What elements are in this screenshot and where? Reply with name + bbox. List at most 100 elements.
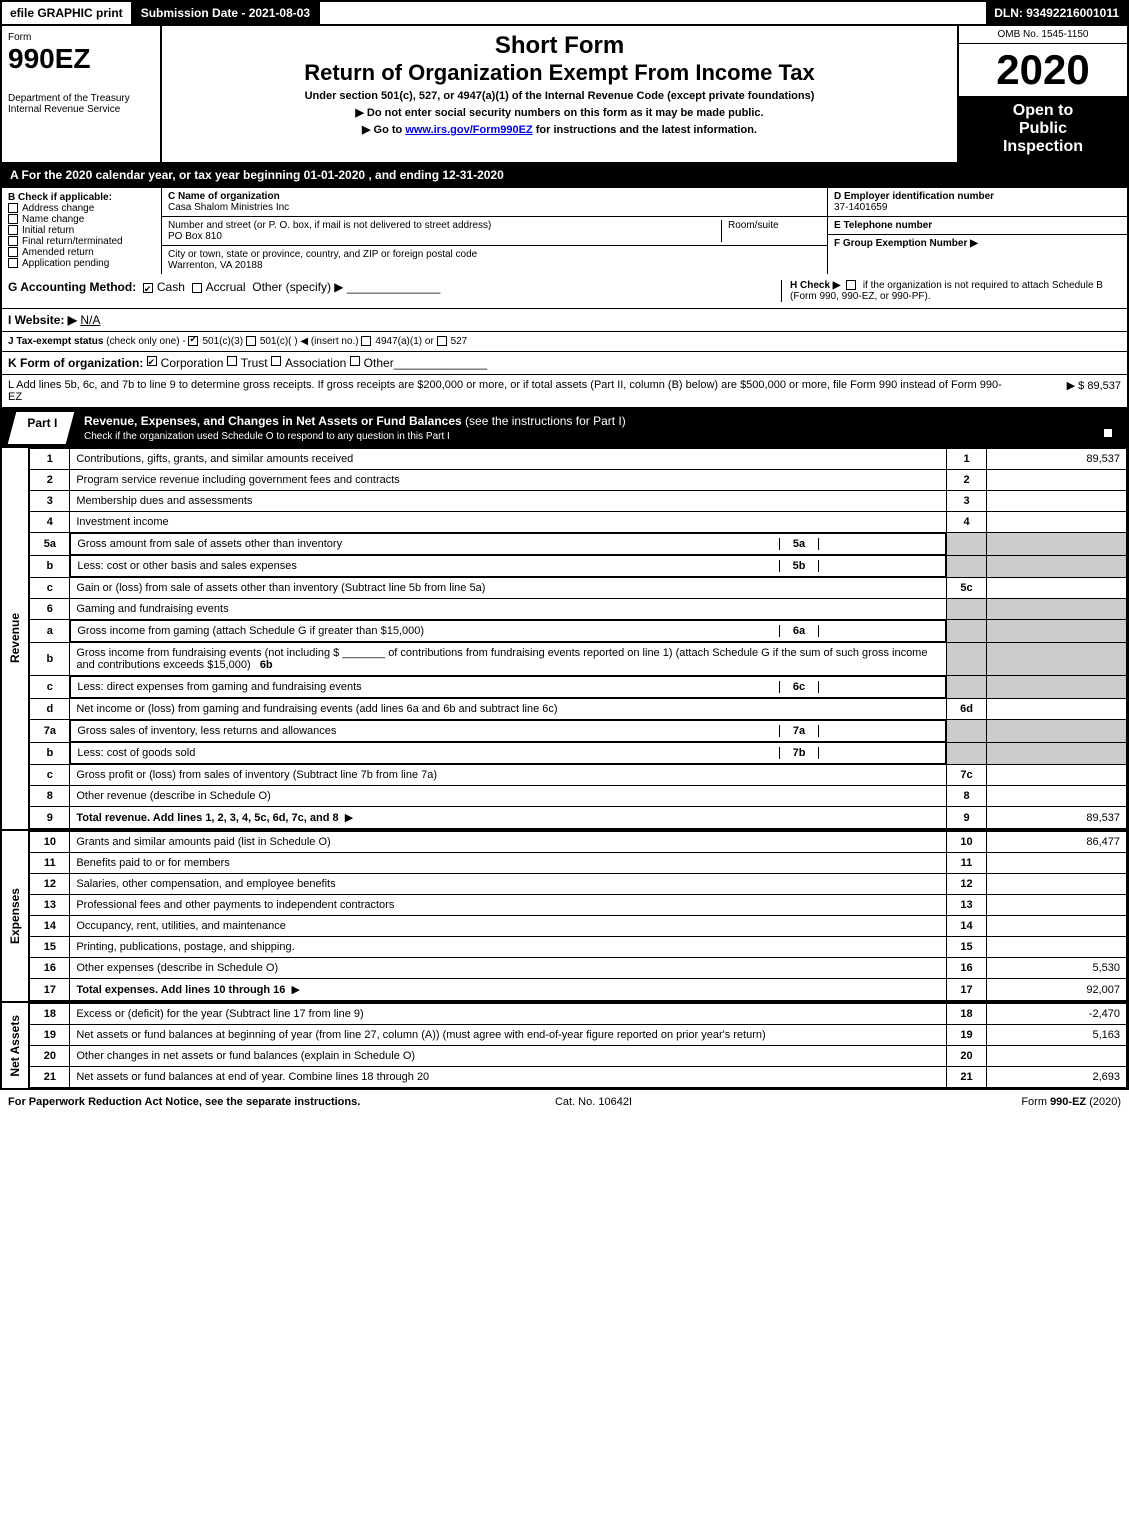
line-11-text: Benefits paid to or for members bbox=[70, 853, 947, 874]
efile-print-button[interactable]: efile GRAPHIC print bbox=[2, 2, 133, 24]
cb-address-change[interactable] bbox=[8, 203, 18, 213]
line-7a-midbox: 7a bbox=[779, 725, 819, 737]
line-6a-num: a bbox=[30, 620, 70, 643]
line-6c-midbox: 6c bbox=[779, 681, 819, 693]
part-i-label: Part I bbox=[27, 416, 57, 430]
part-i-title: Revenue, Expenses, and Changes in Net As… bbox=[84, 414, 462, 428]
box-d-label: D Employer identification number bbox=[834, 191, 1121, 202]
line-11-num: 11 bbox=[30, 853, 70, 874]
cb-name-change-label: Name change bbox=[22, 214, 84, 225]
line-8-text: Other revenue (describe in Schedule O) bbox=[70, 786, 947, 807]
cb-501c-label: 501(c)( ) ◀ (insert no.) bbox=[260, 336, 359, 347]
line-10-box: 10 bbox=[947, 832, 987, 853]
line-7b-midbox: 7b bbox=[779, 747, 819, 759]
line-6-num: 6 bbox=[30, 599, 70, 620]
cb-final-return[interactable] bbox=[8, 236, 18, 246]
line-3-box: 3 bbox=[947, 491, 987, 512]
form-title-short: Short Form bbox=[172, 32, 947, 60]
line-6d-box: 6d bbox=[947, 699, 987, 720]
line-19-num: 19 bbox=[30, 1025, 70, 1046]
cb-trust[interactable] bbox=[227, 356, 237, 366]
cb-association[interactable] bbox=[271, 356, 281, 366]
footer-left: For Paperwork Reduction Act Notice, see … bbox=[8, 1096, 360, 1108]
open-to: Open to bbox=[965, 102, 1121, 120]
line-1-amt: 89,537 bbox=[987, 449, 1127, 470]
line-9-text: Total revenue. Add lines 1, 2, 3, 4, 5c,… bbox=[76, 812, 338, 824]
line-5b-num: b bbox=[30, 555, 70, 578]
line-8-box: 8 bbox=[947, 786, 987, 807]
line-12-amt bbox=[987, 874, 1127, 895]
cb-4947-label: 4947(a)(1) or bbox=[375, 336, 433, 347]
tax-year: 2020 bbox=[959, 44, 1127, 96]
goto-suffix: for instructions and the latest informat… bbox=[536, 124, 757, 136]
cb-501c[interactable] bbox=[246, 336, 256, 346]
line-6a-midbox: 6a bbox=[779, 625, 819, 637]
line-3-num: 3 bbox=[30, 491, 70, 512]
row-l-text: L Add lines 5b, 6c, and 7b to line 9 to … bbox=[8, 379, 1011, 403]
row-g-label: G Accounting Method: bbox=[8, 280, 136, 294]
other-specify: Other (specify) ▶ bbox=[252, 280, 343, 294]
line-13-num: 13 bbox=[30, 895, 70, 916]
line-7a-text: Gross sales of inventory, less returns a… bbox=[77, 725, 779, 737]
cb-other-org[interactable] bbox=[350, 356, 360, 366]
cb-schedule-b[interactable] bbox=[846, 280, 856, 290]
line-7c-num: c bbox=[30, 765, 70, 786]
line-21-amt: 2,693 bbox=[987, 1067, 1127, 1088]
line-2-num: 2 bbox=[30, 470, 70, 491]
line-16-amt: 5,530 bbox=[987, 958, 1127, 979]
line-7c-box: 7c bbox=[947, 765, 987, 786]
part-i-header: Part I Revenue, Expenses, and Changes in… bbox=[0, 408, 1129, 448]
line-18-num: 18 bbox=[30, 1004, 70, 1025]
line-2-box: 2 bbox=[947, 470, 987, 491]
cb-4947[interactable] bbox=[361, 336, 371, 346]
cb-application-pending[interactable] bbox=[8, 258, 18, 268]
cb-accrual[interactable] bbox=[192, 283, 202, 293]
irs-link[interactable]: www.irs.gov/Form990EZ bbox=[405, 124, 532, 136]
line-5a-text: Gross amount from sale of assets other t… bbox=[77, 538, 779, 550]
line-5a-num: 5a bbox=[30, 533, 70, 556]
info-grid: B Check if applicable: Address change Na… bbox=[0, 188, 1129, 274]
line-14-amt bbox=[987, 916, 1127, 937]
line-12-text: Salaries, other compensation, and employ… bbox=[70, 874, 947, 895]
cb-name-change[interactable] bbox=[8, 214, 18, 224]
cb-initial-return[interactable] bbox=[8, 225, 18, 235]
row-i-label: I Website: ▶ bbox=[8, 313, 77, 327]
cb-cash[interactable] bbox=[143, 283, 153, 293]
line-17-num: 17 bbox=[30, 979, 70, 1001]
line-14-text: Occupancy, rent, utilities, and maintena… bbox=[70, 916, 947, 937]
cb-corporation[interactable] bbox=[147, 356, 157, 366]
line-4-text: Investment income bbox=[70, 512, 947, 533]
line-7c-amt bbox=[987, 765, 1127, 786]
top-bar: efile GRAPHIC print Submission Date - 20… bbox=[0, 0, 1129, 26]
line-16-text: Other expenses (describe in Schedule O) bbox=[70, 958, 947, 979]
line-7b-num: b bbox=[30, 742, 70, 765]
form-number: 990EZ bbox=[8, 43, 154, 75]
cb-527[interactable] bbox=[437, 336, 447, 346]
cb-association-label: Association bbox=[285, 356, 346, 370]
line-4-num: 4 bbox=[30, 512, 70, 533]
line-14-box: 14 bbox=[947, 916, 987, 937]
line-15-amt bbox=[987, 937, 1127, 958]
line-4-amt bbox=[987, 512, 1127, 533]
cb-527-label: 527 bbox=[451, 336, 468, 347]
line-9-box: 9 bbox=[947, 807, 987, 829]
inspection: Inspection bbox=[965, 138, 1121, 156]
box-b-header: B Check if applicable: bbox=[8, 192, 155, 203]
cb-schedule-o[interactable] bbox=[1103, 428, 1113, 438]
cb-other-org-label: Other bbox=[364, 356, 394, 370]
part-i-instr: (see the instructions for Part I) bbox=[465, 414, 626, 428]
line-3-text: Membership dues and assessments bbox=[70, 491, 947, 512]
line-7a-num: 7a bbox=[30, 720, 70, 743]
cb-501c3[interactable] bbox=[188, 336, 198, 346]
net-assets-table: 18Excess or (deficit) for the year (Subt… bbox=[29, 1003, 1127, 1088]
line-20-box: 20 bbox=[947, 1046, 987, 1067]
cb-amended-return[interactable] bbox=[8, 247, 18, 257]
line-14-num: 14 bbox=[30, 916, 70, 937]
public: Public bbox=[965, 120, 1121, 138]
cb-accrual-label: Accrual bbox=[206, 280, 246, 294]
box-e-label: E Telephone number bbox=[834, 220, 1121, 231]
line-18-box: 18 bbox=[947, 1004, 987, 1025]
line-1-num: 1 bbox=[30, 449, 70, 470]
footer-right: Form 990-EZ (2020) bbox=[1021, 1096, 1121, 1108]
city-label: City or town, state or province, country… bbox=[168, 249, 821, 260]
